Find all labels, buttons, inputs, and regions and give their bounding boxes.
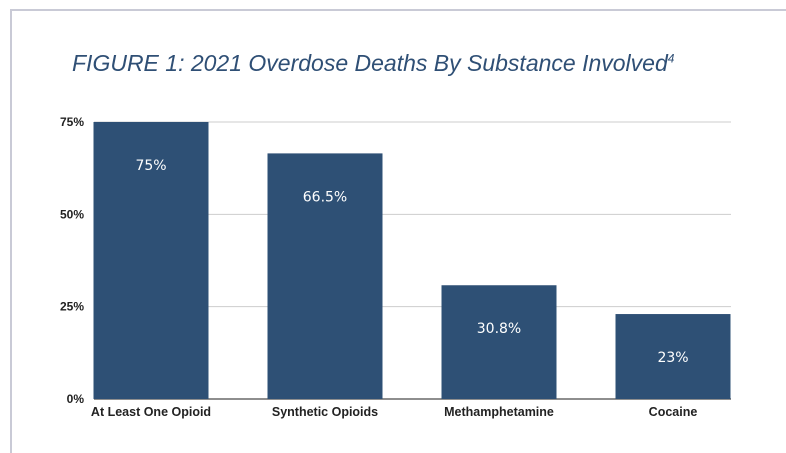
- x-tick-label: Cocaine: [649, 405, 698, 419]
- bar: [267, 153, 383, 399]
- data-label: 75%: [135, 158, 166, 174]
- y-tick-label: 75%: [60, 115, 84, 129]
- bar: [441, 285, 557, 399]
- x-tick-label: Synthetic Opioids: [272, 405, 378, 419]
- data-label: 66.5%: [303, 189, 347, 205]
- bar: [615, 314, 731, 399]
- y-tick-label: 25%: [60, 300, 84, 314]
- y-tick-label: 0%: [67, 392, 85, 406]
- y-tick-label: 50%: [60, 207, 84, 221]
- data-label: 23%: [657, 350, 688, 366]
- x-tick-label: Methamphetamine: [444, 405, 554, 419]
- bars: [93, 122, 731, 399]
- chart-frame: [10, 9, 786, 453]
- x-tick-label: At Least One Opioid: [91, 405, 211, 419]
- data-labels: 75% 66.5% 30.8% 23%: [135, 158, 688, 366]
- title-footnote-marker: 4: [667, 51, 675, 66]
- x-axis-ticks: At Least One Opioid Synthetic Opioids Meth…: [91, 405, 697, 419]
- y-axis-ticks: 0% 25% 50% 75%: [60, 115, 84, 406]
- chart-title: FIGURE 1: 2021 Overdose Deaths By Substa…: [72, 50, 674, 77]
- bar: [93, 122, 209, 399]
- data-label: 30.8%: [477, 321, 521, 337]
- chart-title-text: FIGURE 1: 2021 Overdose Deaths By Substa…: [72, 50, 668, 76]
